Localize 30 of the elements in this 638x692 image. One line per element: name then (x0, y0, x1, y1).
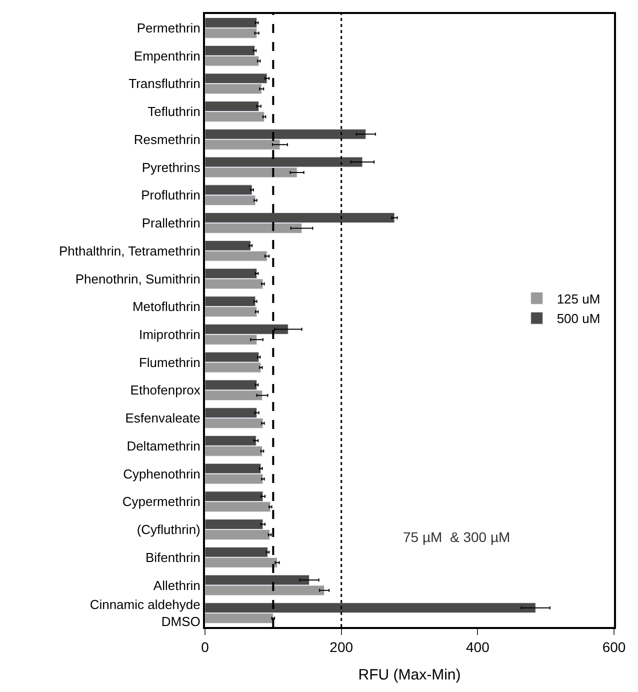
y-tick-label: Pyrethrins (142, 160, 201, 175)
y-tick-label: Metofluthrin (132, 299, 200, 314)
legend-label: 500 uM (556, 311, 600, 326)
y-tick-label: Ethofenprox (130, 382, 201, 398)
y-tick-label: Deltamethrin (126, 438, 200, 454)
x-tick-label: 400 (466, 638, 490, 655)
annotation: 75 µM & 300 µM (403, 529, 510, 545)
y-tick-label: Permethrin (136, 20, 200, 36)
y-tick-label: Empenthrin (134, 48, 200, 64)
x-axis-title: RFU (Max-Min) (358, 666, 461, 684)
y-tick-label: Phthalthrin, Tetramethrin (59, 243, 200, 258)
y-tick-label: Tefluthrin (148, 104, 200, 120)
y-tick-label: Prallethrin (142, 216, 200, 231)
y-tick-label: Imiprothrin (138, 326, 200, 342)
x-tick-label: 600 (602, 638, 626, 655)
y-tick-label: Phenothrin, Sumithrin (75, 271, 200, 286)
x-tick-label: 0 (201, 638, 210, 655)
y-tick-label: Bifenthrin (145, 550, 200, 565)
y-tick-label: Cyphenothrin (123, 466, 200, 482)
y-tick-label: Esfenvaleate (125, 410, 200, 426)
x-tick-label: 200 (330, 638, 354, 655)
y-tick-label: Resmethrin (134, 132, 200, 147)
y-tick-label: Profluthrin (141, 188, 200, 203)
y-tick-label: Flumethrin (138, 354, 200, 370)
y-tick-label: Cinnamic aldehyde DMSO (90, 597, 200, 630)
y-tick-label: Allethrin (153, 578, 200, 593)
y-tick-label: Cypermethrin (122, 494, 200, 510)
y-tick-label: Transfluthrin (128, 76, 200, 92)
y-tick-label: (Cyfluthrin) (136, 522, 200, 538)
legend-label: 125 uM (556, 291, 600, 306)
